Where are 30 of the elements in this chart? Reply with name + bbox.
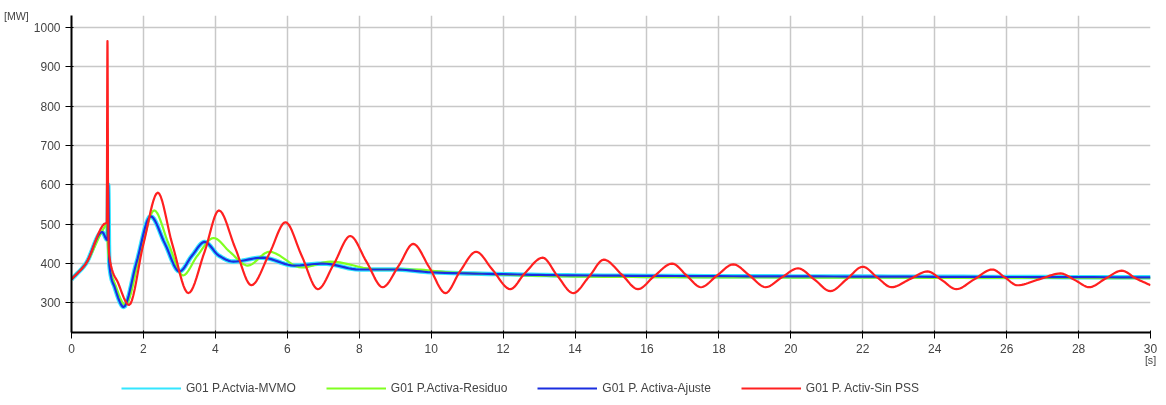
y-axis-title: [MW] [3,9,29,22]
x-tick-label: 24 [928,341,942,356]
x-tick-label: 16 [640,341,654,356]
legend-label: G01 P. Activa-Ajuste [602,381,711,395]
legend-label: G01 P.Activa-Residuo [390,381,508,395]
x-tick-label: 30 [1143,341,1158,356]
x-tick-label: 20 [784,341,798,356]
x-tick-label: 0 [68,341,76,356]
legend-label: G01 P. Activ-Sin PSS [805,381,920,395]
x-tick-label: 12 [496,341,511,356]
x-axis-title: [s] [1144,353,1157,366]
legend-label: G01 P.Actvia-MVMO [186,381,296,395]
x-tick-label: 22 [856,341,870,356]
x-tick-label: 28 [1071,341,1086,356]
y-tick-label: 600 [40,178,61,193]
y-tick-label: 700 [40,138,61,153]
x-tick-label: 18 [712,341,726,356]
x-tick-label: 26 [999,341,1014,356]
x-tick-label: 4 [212,341,220,356]
x-tick-label: 10 [424,341,439,356]
y-tick-label: 800 [40,99,61,114]
y-tick-label: 500 [40,217,61,232]
x-tick-label: 6 [283,341,291,356]
y-tick-label: 300 [40,296,61,311]
x-tick-label: 14 [568,341,583,356]
x-tick-label: 2 [140,341,148,356]
y-tick-label: 1000 [33,20,61,35]
y-tick-label: 400 [40,257,61,272]
x-tick-label: 8 [355,341,363,356]
y-tick-label: 900 [40,60,61,75]
